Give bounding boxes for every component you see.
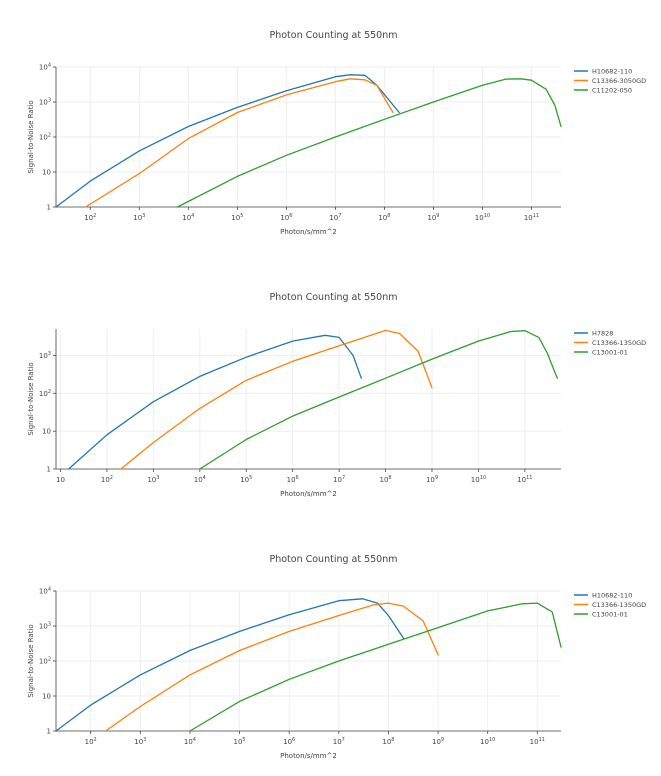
y-tick-label: 103 — [39, 351, 51, 360]
x-tick-label: 106 — [283, 737, 295, 746]
x-tick-label: 107 — [329, 213, 341, 222]
y-tick-label: 103 — [39, 98, 51, 107]
series-lines — [55, 598, 562, 732]
series-line[interactable] — [55, 598, 405, 732]
x-tick-label: 109 — [427, 213, 439, 222]
legend-label[interactable]: H10682-110 — [592, 591, 632, 599]
y-tick-label: 103 — [39, 622, 51, 631]
y-tick-label: 10 — [42, 693, 51, 701]
chart-1-svg: Photon Counting at 550nm Photon/s/mm^2 S… — [27, 30, 646, 236]
y-tick-label: 104 — [39, 587, 51, 596]
series-line[interactable] — [55, 74, 400, 208]
series-lines — [55, 74, 562, 208]
series-line[interactable] — [189, 602, 562, 732]
grid — [56, 66, 561, 208]
x-tick-label: 106 — [280, 213, 292, 222]
x-tick-label: 105 — [231, 213, 243, 222]
chart-title: Photon Counting at 550nm — [269, 292, 397, 303]
x-tick-label: 109 — [432, 737, 444, 746]
y-axis-label: Signal-to-Noise Ratio — [27, 100, 35, 173]
x-tick-label: 105 — [240, 475, 252, 484]
y-tick-label: 10 — [42, 169, 51, 177]
axes: 102 103 104 105 106 107 108 109 1010 1011 1 10 102 10… — [39, 587, 561, 746]
chart-panel-1: Photon Counting at 550nm Photon/s/mm^2 S… — [0, 22, 661, 252]
y-tick-label: 102 — [39, 133, 51, 142]
x-tick-label: 108 — [378, 213, 390, 222]
axes: 102 103 104 105 106 107 108 109 1010 1011 1 10 102 10… — [39, 63, 561, 222]
x-tick-label: 104 — [184, 737, 196, 746]
chart-3-svg: Photon Counting at 550nm Photon/s/mm^2 S… — [27, 554, 646, 760]
x-tick-label: 1011 — [524, 213, 539, 222]
x-tick-label: 103 — [133, 213, 145, 222]
x-tick-label: 10 — [56, 476, 65, 484]
y-tick-label: 102 — [39, 657, 51, 666]
legend-label[interactable]: C13366-1350GD — [592, 601, 646, 609]
x-tick-label: 102 — [84, 213, 96, 222]
y-tick-label: 1 — [47, 466, 51, 474]
x-tick-label: 103 — [147, 475, 159, 484]
y-tick-label: 1 — [47, 728, 51, 736]
x-tick-label: 1010 — [475, 213, 490, 222]
x-tick-label: 103 — [134, 737, 146, 746]
x-tick-label: 108 — [382, 737, 394, 746]
x-tick-label: 105 — [234, 737, 246, 746]
x-axis-label: Photon/s/mm^2 — [280, 752, 337, 760]
series-line[interactable] — [68, 334, 362, 470]
x-tick-label: 108 — [380, 475, 392, 484]
x-tick-label: 1011 — [517, 475, 532, 484]
x-tick-label: 107 — [333, 737, 345, 746]
series-lines — [68, 329, 558, 470]
x-axis-label: Photon/s/mm^2 — [280, 228, 337, 236]
series-line[interactable] — [120, 329, 433, 470]
y-axis-label: Signal-to-Noise Ratio — [27, 624, 35, 697]
series-line[interactable] — [84, 78, 394, 208]
legend-label[interactable]: C11202-050 — [592, 86, 632, 94]
x-tick-label: 102 — [85, 737, 97, 746]
x-tick-label: 109 — [426, 475, 438, 484]
chart-2-svg: Photon Counting at 550nm Photon/s/mm^2 S… — [27, 292, 646, 498]
legend-label[interactable]: H10682-110 — [592, 67, 632, 75]
y-tick-label: 10 — [42, 428, 51, 436]
grid — [56, 329, 561, 470]
y-tick-label: 104 — [39, 63, 51, 72]
legend-label[interactable]: C13366-1350GD — [592, 339, 646, 347]
y-tick-label: 102 — [39, 389, 51, 398]
x-tick-label: 107 — [333, 475, 345, 484]
x-tick-label: 1011 — [530, 737, 545, 746]
chart-panel-2: Photon Counting at 550nm Photon/s/mm^2 S… — [0, 284, 661, 514]
y-tick-label: 1 — [47, 204, 51, 212]
x-tick-label: 104 — [194, 475, 206, 484]
legend-label[interactable]: C13001-01 — [592, 610, 628, 618]
series-line[interactable] — [104, 602, 439, 732]
x-tick-label: 104 — [182, 213, 194, 222]
x-tick-label: 1010 — [480, 737, 495, 746]
axes: 10 102 103 104 105 106 107 108 109 1010 1011 1 10 102… — [39, 329, 561, 484]
y-axis-label: Signal-to-Noise Ratio — [27, 362, 35, 435]
series-line[interactable] — [199, 330, 558, 470]
chart-title: Photon Counting at 550nm — [269, 554, 397, 565]
x-tick-label: 1010 — [471, 475, 486, 484]
chart-panel-3: Photon Counting at 550nm Photon/s/mm^2 S… — [0, 546, 661, 776]
x-tick-label: 106 — [287, 475, 299, 484]
x-tick-label: 102 — [101, 475, 113, 484]
x-axis-label: Photon/s/mm^2 — [280, 490, 337, 498]
legend-label[interactable]: C13001-01 — [592, 348, 628, 356]
series-line[interactable] — [176, 78, 562, 208]
chart-title: Photon Counting at 550nm — [269, 30, 397, 41]
legend-label[interactable]: H7828 — [592, 329, 613, 337]
legend-label[interactable]: C13366-3050GD — [592, 77, 646, 85]
